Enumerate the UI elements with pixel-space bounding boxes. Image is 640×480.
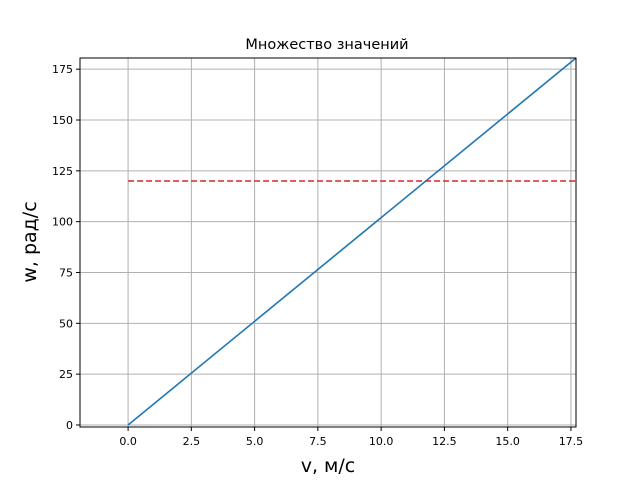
x-tick-label: 2.5 [183, 435, 201, 448]
x-axis-ticks: 0.0 2.5 5.0 7.5 10.0 12.5 15.0 17.5 [119, 427, 583, 448]
x-tick-label: 5.0 [246, 435, 264, 448]
grid [80, 58, 576, 427]
y-tick-label: 75 [59, 266, 73, 279]
y-axis-ticks: 0 25 50 75 100 125 150 175 [52, 63, 80, 432]
y-tick-label: 175 [52, 63, 73, 76]
y-axis-label: w, рад/с [19, 201, 41, 282]
y-tick-label: 50 [59, 317, 73, 330]
x-tick-label: 15.0 [495, 435, 520, 448]
x-tick-label: 17.5 [559, 435, 584, 448]
x-tick-label: 10.0 [369, 435, 394, 448]
y-tick-label: 125 [52, 165, 73, 178]
plot-frame [79, 57, 577, 428]
y-tick-label: 150 [52, 114, 73, 127]
x-tick-label: 7.5 [309, 435, 327, 448]
x-tick-label: 12.5 [432, 435, 457, 448]
y-tick-label: 25 [59, 368, 73, 381]
series-line-1 [127, 57, 577, 426]
chart-title: Множество значений [245, 37, 408, 53]
x-axis-label: v, м/с [301, 455, 356, 477]
x-tick-label: 0.0 [119, 435, 137, 448]
series-layer [127, 57, 577, 426]
y-tick-label: 0 [66, 419, 73, 432]
y-tick-label: 100 [52, 216, 73, 229]
